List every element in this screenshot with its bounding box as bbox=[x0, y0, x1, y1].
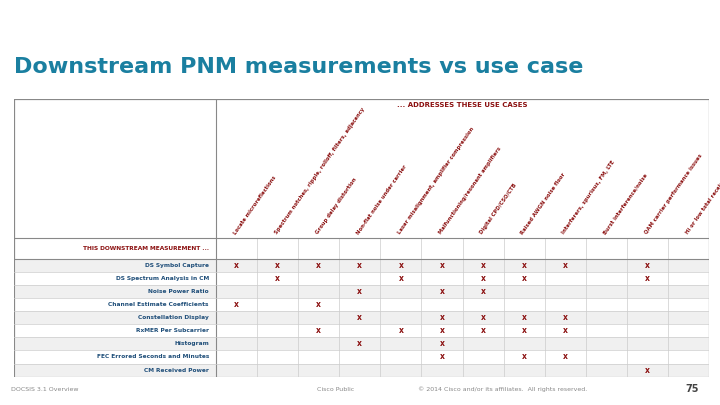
Text: x: x bbox=[398, 274, 403, 283]
Text: Downstream PNM measurements vs use case: Downstream PNM measurements vs use case bbox=[14, 57, 584, 77]
Text: Non-flat noise under carrier: Non-flat noise under carrier bbox=[356, 164, 408, 235]
Text: FEC Errored Seconds and Minutes: FEC Errored Seconds and Minutes bbox=[96, 354, 209, 360]
Bar bbox=[14, 259, 709, 272]
Text: DS Spectrum Analysis in CM: DS Spectrum Analysis in CM bbox=[116, 276, 209, 281]
Text: DS Symbol Capture: DS Symbol Capture bbox=[145, 263, 209, 268]
Text: Group delay distortion: Group delay distortion bbox=[315, 177, 357, 235]
Text: x: x bbox=[398, 261, 403, 270]
Text: x: x bbox=[439, 326, 444, 335]
Text: x: x bbox=[522, 352, 526, 362]
Text: x: x bbox=[563, 313, 568, 322]
Text: Interferers, spurious, FM, LTE: Interferers, spurious, FM, LTE bbox=[561, 160, 616, 235]
Text: x: x bbox=[439, 287, 444, 296]
Text: x: x bbox=[439, 339, 444, 348]
Text: x: x bbox=[563, 352, 568, 362]
Text: x: x bbox=[439, 313, 444, 322]
Text: THIS DOWNSTREAM MEASUREMENT ...: THIS DOWNSTREAM MEASUREMENT ... bbox=[83, 246, 209, 251]
Text: x: x bbox=[563, 326, 568, 335]
Text: x: x bbox=[481, 261, 485, 270]
Text: x: x bbox=[522, 274, 526, 283]
Text: x: x bbox=[398, 326, 403, 335]
Text: x: x bbox=[234, 261, 239, 270]
Text: CM Received Power: CM Received Power bbox=[144, 368, 209, 373]
Text: ... ADDRESSES THESE USE CASES: ... ADDRESSES THESE USE CASES bbox=[397, 102, 528, 108]
Text: x: x bbox=[522, 261, 526, 270]
Text: x: x bbox=[522, 326, 526, 335]
Text: x: x bbox=[645, 261, 650, 270]
Text: Digital CPD/CSO/CTB: Digital CPD/CSO/CTB bbox=[479, 183, 518, 235]
Text: x: x bbox=[234, 300, 239, 309]
Text: x: x bbox=[357, 313, 362, 322]
Text: Malfunctioning/resonant amplifiers: Malfunctioning/resonant amplifiers bbox=[438, 146, 503, 235]
Text: DOCSIS 3.1 Overview: DOCSIS 3.1 Overview bbox=[11, 387, 78, 392]
Text: Burst interference/noise: Burst interference/noise bbox=[603, 173, 649, 235]
Bar bbox=[14, 337, 709, 350]
Text: x: x bbox=[439, 352, 444, 362]
Text: x: x bbox=[316, 300, 321, 309]
Text: Cisco Public: Cisco Public bbox=[317, 387, 354, 392]
Text: x: x bbox=[481, 326, 485, 335]
Bar bbox=[14, 364, 709, 377]
Text: x: x bbox=[563, 261, 568, 270]
Text: x: x bbox=[316, 326, 321, 335]
Text: Constellation Display: Constellation Display bbox=[138, 315, 209, 320]
Bar bbox=[14, 311, 709, 324]
Text: x: x bbox=[481, 313, 485, 322]
Text: Histogram: Histogram bbox=[174, 341, 209, 346]
Text: Raised AWGN noise floor: Raised AWGN noise floor bbox=[520, 171, 567, 235]
Text: 75: 75 bbox=[685, 384, 698, 394]
Text: x: x bbox=[481, 274, 485, 283]
Text: x: x bbox=[645, 366, 650, 375]
Text: QAM carrier performance issues: QAM carrier performance issues bbox=[644, 153, 703, 235]
Text: x: x bbox=[275, 261, 280, 270]
Text: x: x bbox=[481, 287, 485, 296]
Text: x: x bbox=[275, 274, 280, 283]
Text: x: x bbox=[357, 261, 362, 270]
Text: x: x bbox=[645, 274, 650, 283]
Text: x: x bbox=[316, 261, 321, 270]
Text: RxMER Per Subcarrier: RxMER Per Subcarrier bbox=[136, 328, 209, 333]
Text: x: x bbox=[357, 287, 362, 296]
Text: Locate microreflections: Locate microreflections bbox=[233, 175, 277, 235]
Text: x: x bbox=[439, 261, 444, 270]
Text: Noise Power Ratio: Noise Power Ratio bbox=[148, 289, 209, 294]
Text: Spectrum notches, ripple, rolloff, filters, adjacency: Spectrum notches, ripple, rolloff, filte… bbox=[274, 107, 365, 235]
Bar bbox=[14, 285, 709, 298]
Text: © 2014 Cisco and/or its affiliates.  All rights reserved.: © 2014 Cisco and/or its affiliates. All … bbox=[418, 387, 587, 392]
Text: x: x bbox=[357, 339, 362, 348]
Text: Laser misalignment, amplifier compression: Laser misalignment, amplifier compressio… bbox=[397, 126, 475, 235]
Text: Channel Estimate Coefficients: Channel Estimate Coefficients bbox=[109, 302, 209, 307]
Text: Hi or low total received DS power: Hi or low total received DS power bbox=[685, 150, 720, 235]
Text: x: x bbox=[522, 313, 526, 322]
